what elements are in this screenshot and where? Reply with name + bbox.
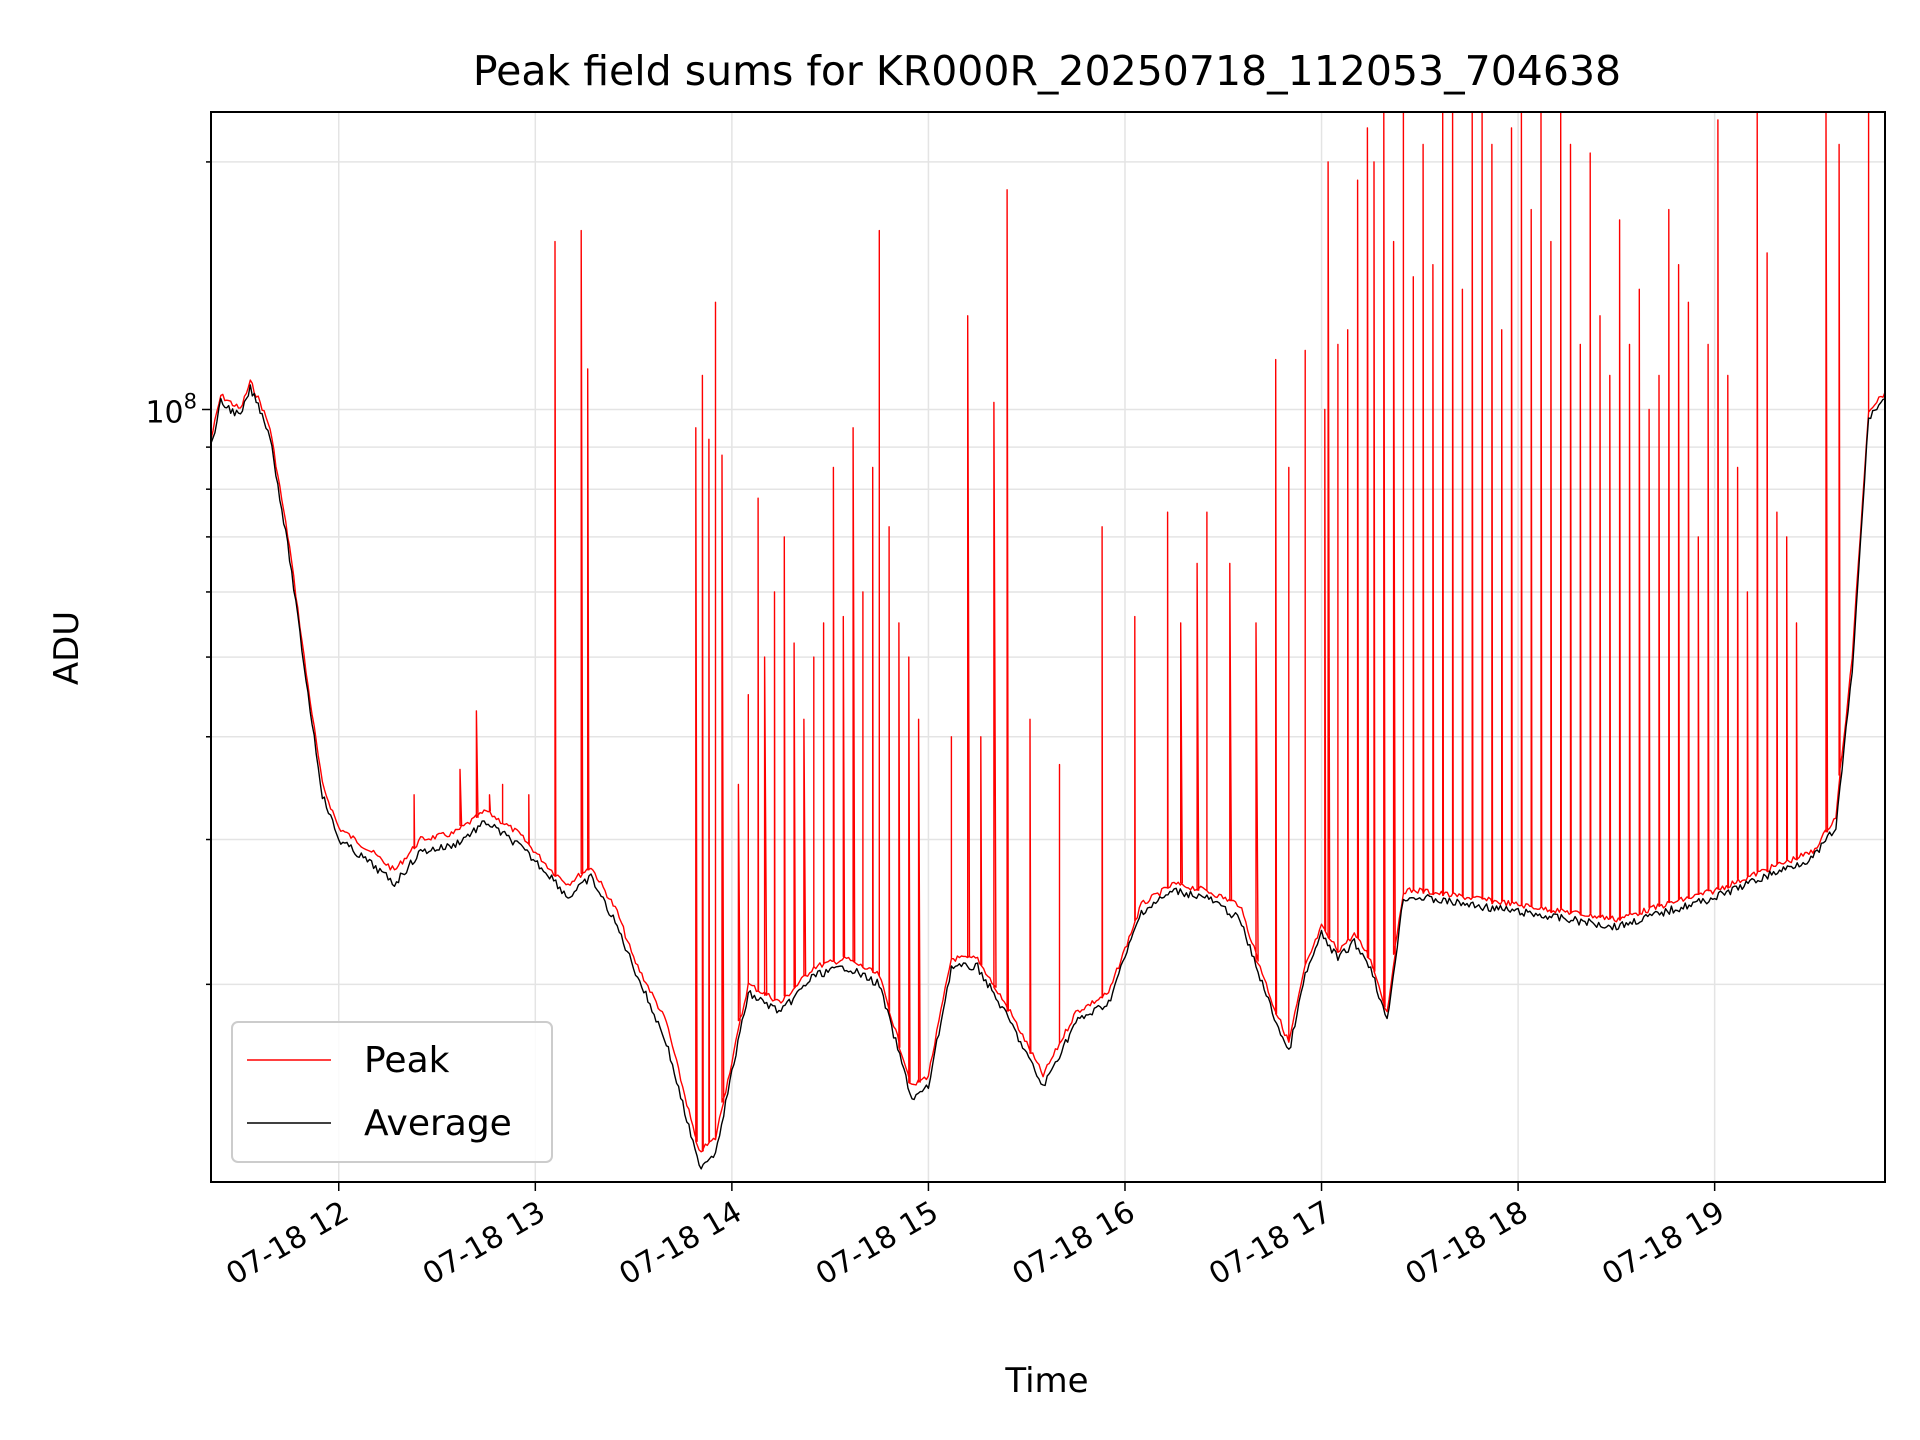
legend: Peak Average xyxy=(231,1021,553,1163)
y-axis-label: ADU xyxy=(47,611,87,685)
grid xyxy=(211,112,1885,1182)
x-axis-label: Time xyxy=(1004,1361,1088,1401)
legend-box xyxy=(231,1021,553,1163)
legend-label-average: Average xyxy=(364,1103,512,1144)
series-lines xyxy=(211,112,1885,1170)
y-axis: 108 xyxy=(145,161,211,986)
peak-series-line xyxy=(211,112,1885,1153)
legend-label-peak: Peak xyxy=(364,1040,450,1081)
plot-frame xyxy=(210,111,1886,1183)
y-tick-label: 108 xyxy=(145,389,197,430)
chart-title: Peak field sums for KR000R_20250718_1120… xyxy=(473,47,1621,95)
average-series-line xyxy=(211,384,1885,1170)
